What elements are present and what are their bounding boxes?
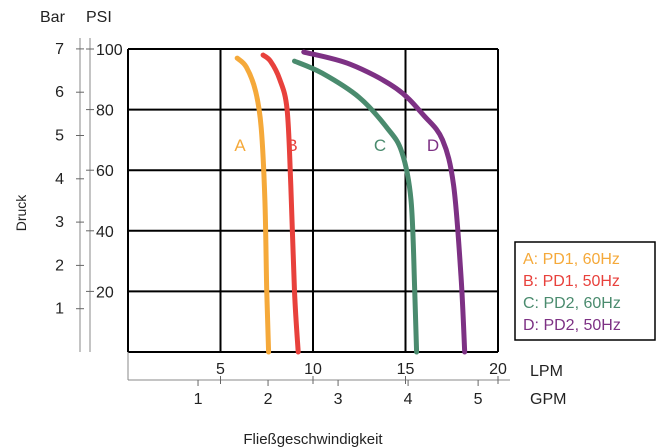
series-letter-a: A (234, 136, 246, 155)
gpm-tick-label: 3 (334, 391, 343, 408)
legend-entry-b: B: PD1, 50Hz (523, 273, 620, 290)
legend-entry-d: D: PD2, 50Hz (523, 317, 621, 334)
x-ticks-gpm: 1 2 3 4 5 (194, 380, 483, 408)
series-letter-b: B (286, 136, 297, 155)
gpm-tick-label: 4 (404, 391, 413, 408)
gpm-tick-label: 2 (264, 391, 273, 408)
legend-entry-c: C: PD2, 60Hz (523, 295, 621, 312)
legend: A: PD1, 60Hz B: PD1, 50Hz C: PD2, 60Hz D: P… (514, 241, 656, 341)
series-letter-c: C (374, 136, 386, 155)
legend-box (514, 241, 656, 341)
series-line-a (234, 55, 272, 355)
chart-grid (79, 38, 510, 381)
bar-tick-label: 6 (55, 84, 64, 101)
x-ticks-lpm: 5 10 15 20 (216, 361, 507, 384)
bar-tick-label: 2 (55, 257, 64, 274)
y-ticks-bar: 1 2 3 4 5 6 7 (55, 41, 84, 318)
series-line-d (301, 49, 468, 355)
x-unit-gpm: GPM (530, 391, 566, 408)
bar-tick-label: 3 (55, 214, 64, 231)
bar-tick-label: 1 (55, 301, 64, 318)
series-curves: A B C D (234, 49, 468, 355)
lpm-tick-label: 5 (216, 361, 225, 378)
psi-tick-label: 100 (96, 42, 123, 59)
series-line-c (292, 58, 420, 355)
lpm-tick-label: 10 (304, 361, 322, 378)
bar-tick-label: 4 (55, 171, 64, 188)
y-unit-psi: PSI (86, 9, 112, 26)
series-line-b (260, 52, 301, 355)
y-axis-label: Druck (13, 194, 29, 232)
bar-tick-label: 7 (55, 41, 64, 58)
y-unit-bar: Bar (40, 9, 66, 26)
psi-tick-label: 40 (96, 224, 114, 241)
lpm-tick-label: 20 (489, 361, 507, 378)
psi-tick-label: 80 (96, 103, 114, 120)
lpm-tick-label: 15 (397, 361, 415, 378)
psi-tick-label: 60 (96, 163, 114, 180)
gpm-tick-label: 5 (474, 391, 483, 408)
legend-entry-a: A: PD1, 60Hz (523, 251, 620, 268)
y-ticks-psi: 20 40 60 80 100 (86, 42, 123, 301)
x-axis-label: Fließgeschwindigkeit (243, 431, 383, 447)
gpm-tick-label: 1 (194, 391, 203, 408)
bar-tick-label: 5 (55, 128, 64, 145)
x-unit-lpm: LPM (530, 363, 563, 380)
series-letter-d: D (427, 136, 439, 155)
psi-tick-label: 20 (96, 284, 114, 301)
